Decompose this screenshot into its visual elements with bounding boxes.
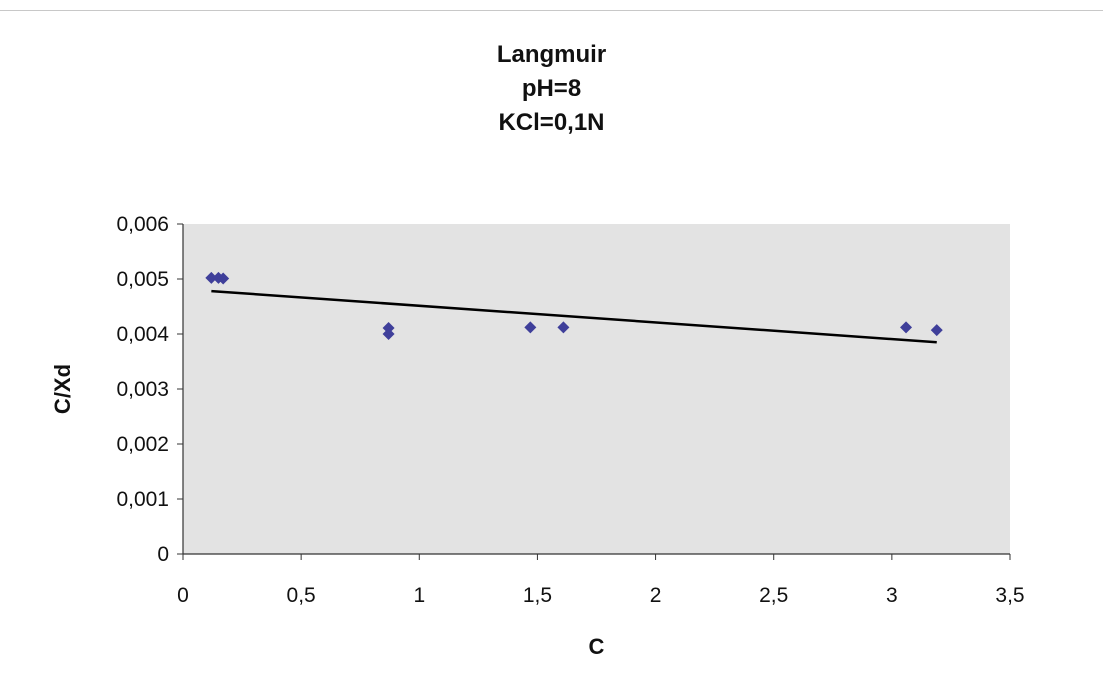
y-axis-label: C/Xd bbox=[50, 364, 75, 414]
title-line-3: KCl=0,1N bbox=[498, 109, 605, 136]
data-point bbox=[217, 272, 230, 285]
x-tick-label: 1 bbox=[413, 584, 425, 607]
x-tick-label: 0,5 bbox=[287, 584, 316, 607]
y-tick-label: 0,002 bbox=[116, 433, 169, 456]
data-point bbox=[524, 321, 537, 334]
data-marks bbox=[205, 271, 943, 344]
data-point bbox=[382, 328, 395, 340]
plot-area bbox=[183, 224, 1010, 554]
x-tick-label: 3,5 bbox=[995, 584, 1024, 607]
x-tick-label: 2,5 bbox=[759, 584, 788, 607]
y-tick-label: 0,004 bbox=[116, 323, 169, 346]
y-tick-label: 0,003 bbox=[116, 378, 169, 401]
y-tick-label: 0,006 bbox=[116, 213, 169, 236]
y-tick-label: 0,001 bbox=[116, 488, 169, 511]
y-tick-label: 0,005 bbox=[116, 268, 169, 291]
data-point bbox=[205, 271, 218, 284]
x-tick-label: 1,5 bbox=[523, 584, 552, 607]
chart-frame bbox=[0, 10, 1103, 679]
data-point bbox=[900, 321, 913, 334]
data-point bbox=[930, 324, 943, 337]
x-tick-label: 0 bbox=[177, 584, 189, 607]
y-tick-label: 0 bbox=[157, 543, 169, 566]
title-line-1: Langmuir bbox=[496, 41, 607, 68]
title-line-2: pH=8 bbox=[521, 75, 582, 102]
x-tick-label: 3 bbox=[886, 584, 898, 607]
data-point bbox=[557, 321, 570, 334]
trendline bbox=[211, 289, 937, 344]
chart-title: Langmuir pH=8 KCl=0,1N bbox=[0, 38, 1103, 140]
x-axis-label: C bbox=[589, 634, 605, 659]
data-point bbox=[382, 321, 395, 334]
axes: 0 0,5 1 1,5 2 2,5 3 3,5 0 0,001 0,002 0,003 0,004 0,0… bbox=[116, 213, 1024, 607]
x-tick-label: 2 bbox=[650, 584, 662, 607]
